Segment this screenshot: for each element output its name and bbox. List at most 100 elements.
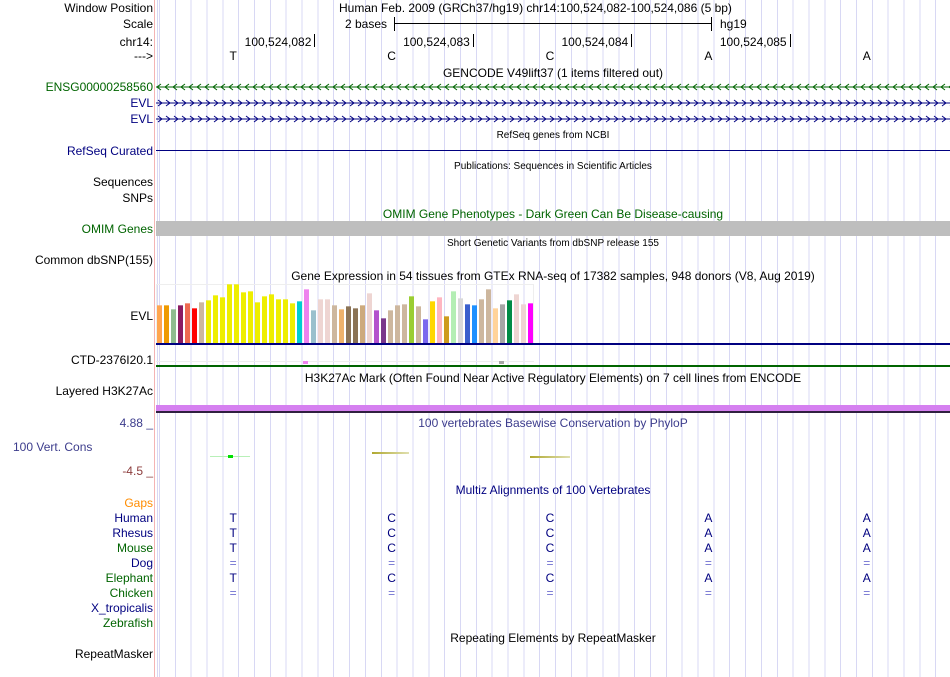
species-label[interactable]: X_tropicalis [90,601,153,615]
gtex-tissue-bar[interactable] [353,308,358,343]
gtex-tissue-bar[interactable] [423,319,428,343]
gtex-bar-chart[interactable] [156,282,950,344]
multiz-gaps-label[interactable]: Gaps [124,496,153,510]
species-label[interactable]: Human [114,511,153,525]
h3k27ac-signal[interactable] [156,405,950,411]
gtex-tissue-bar[interactable] [409,296,414,343]
gene-label-evl-2[interactable]: EVL [130,112,153,126]
gtex-tissue-bar[interactable] [332,305,337,343]
gene-track-ensg-reverse[interactable] [156,82,950,92]
phylop-min: -4.5 _ [122,464,153,478]
gtex-tissue-bar[interactable] [514,294,519,343]
gtex-tissue-bar[interactable] [395,305,400,343]
gtex-ctd-bar[interactable] [499,361,504,364]
dbsnp-label[interactable]: Common dbSNP(155) [34,253,153,267]
gtex-tissue-bar[interactable] [374,310,379,343]
omim-label[interactable]: OMIM Genes [81,222,153,236]
species-label[interactable]: Mouse [116,541,153,555]
gene-label-evl-1[interactable]: EVL [130,96,153,110]
gtex-ctd-bar[interactable] [303,361,308,364]
gtex-tissue-bar[interactable] [304,289,309,343]
gtex-label-ctd[interactable]: CTD-2376I20.1 [70,353,153,367]
gtex-tissue-bar[interactable] [458,298,463,343]
gtex-tissue-bar[interactable] [241,292,246,343]
gencode-title[interactable]: GENCODE V49lift37 (1 items filtered out) [442,66,664,80]
gene-label-ensg[interactable]: ENSG00000258560 [45,80,153,94]
gtex-label-evl[interactable]: EVL [130,309,153,323]
gtex-tissue-bar[interactable] [444,316,449,343]
gtex-tissue-bar[interactable] [472,305,477,343]
h3k27ac-title[interactable]: H3K27Ac Mark (Often Found Near Active Re… [304,371,802,385]
gtex-tissue-bar[interactable] [171,309,176,343]
gtex-tissue-bar[interactable] [227,284,232,343]
phylop-label[interactable]: 100 Vert. Cons [13,440,93,454]
gtex-tissue-bar[interactable] [164,305,169,343]
gtex-tissue-bar[interactable] [339,309,344,343]
species-label[interactable]: Dog [130,556,153,570]
species-label[interactable]: Rhesus [112,526,153,540]
gtex-tissue-bar[interactable] [528,303,533,343]
gtex-tissue-bar[interactable] [283,299,288,343]
species-label[interactable]: Elephant [105,571,153,585]
omim-gene-bar[interactable] [156,221,950,236]
gtex-tissue-bar[interactable] [206,300,211,343]
alignment-base: A [862,571,871,585]
multiz-title[interactable]: Multiz Alignments of 100 Vertebrates [455,483,651,497]
gtex-tissue-bar[interactable] [297,301,302,343]
gtex-tissue-bar[interactable] [213,295,218,343]
gtex-tissue-bar[interactable] [290,303,295,343]
gtex-tissue-bar[interactable] [248,291,253,343]
gtex-tissue-bar[interactable] [465,304,470,343]
refseq-label[interactable]: RefSeq Curated [66,144,153,158]
gtex-tissue-bar[interactable] [262,296,267,343]
gtex-tissue-bar[interactable] [220,297,225,343]
gtex-tissue-bar[interactable] [416,306,421,343]
gtex-tissue-bar[interactable] [199,302,204,343]
gtex-tissue-bar[interactable] [486,289,491,343]
phylop-title[interactable]: 100 vertebrates Basewise Conservation by… [418,416,688,430]
gtex-tissue-bar[interactable] [388,310,393,343]
species-label[interactable]: Zebrafish [102,616,153,630]
gtex-tissue-bar[interactable] [318,299,323,343]
gtex-tissue-bar[interactable] [276,299,281,343]
publications-sequences-label[interactable]: Sequences [92,175,153,189]
gtex-tissue-bar[interactable] [360,305,365,343]
gtex-tissue-bar[interactable] [521,304,526,343]
gtex-tissue-bar[interactable] [430,301,435,343]
gtex-tissue-bar[interactable] [157,305,162,343]
species-label[interactable]: Chicken [109,586,153,600]
gtex-tissue-bar[interactable] [493,308,498,343]
gtex-tissue-bar[interactable] [402,304,407,343]
gene-track-evl-2[interactable] [156,114,950,124]
gtex-tissue-bar[interactable] [367,293,372,343]
gtex-tissue-bar[interactable] [192,308,197,343]
dbsnp-title[interactable]: Short Genetic Variants from dbSNP releas… [447,238,659,249]
gtex-tissue-bar[interactable] [255,302,260,343]
alignment-base: T [229,511,237,525]
gtex-tissue-bar[interactable] [325,299,330,343]
gtex-tissue-bar[interactable] [346,306,351,343]
gtex-tissue-bar[interactable] [437,297,442,343]
h3k27ac-label[interactable]: Layered H3K27Ac [55,384,153,398]
gtex-tissue-bar[interactable] [500,304,505,343]
refseq-gene-line[interactable] [156,150,950,151]
gtex-tissue-bar[interactable] [507,300,512,343]
gtex-tissue-bar[interactable] [479,299,484,343]
repeatmasker-label[interactable]: RepeatMasker [74,647,153,661]
gtex-tissue-bar[interactable] [234,284,239,343]
gene-track-evl-1[interactable] [156,98,950,108]
gtex-tissue-bar[interactable] [178,305,183,343]
omim-title[interactable]: OMIM Gene Phenotypes - Dark Green Can Be… [382,207,724,221]
publications-title[interactable]: Publications: Sequences in Scientific Ar… [454,161,652,172]
gtex-tissue-bar[interactable] [381,318,386,343]
repeatmasker-title[interactable]: Repeating Elements by RepeatMasker [450,631,656,645]
gtex-tissue-bar[interactable] [311,310,316,343]
refseq-title[interactable]: RefSeq genes from NCBI [496,130,610,141]
alignment-base: A [862,511,871,525]
gtex-tissue-bar[interactable] [451,291,456,343]
publications-snps-label[interactable]: SNPs [122,191,153,205]
alignment-base: C [387,541,396,555]
gtex-tissue-bar[interactable] [185,303,190,343]
gtex-tissue-bar[interactable] [269,294,274,343]
gtex-title[interactable]: Gene Expression in 54 tissues from GTEx … [291,269,815,283]
